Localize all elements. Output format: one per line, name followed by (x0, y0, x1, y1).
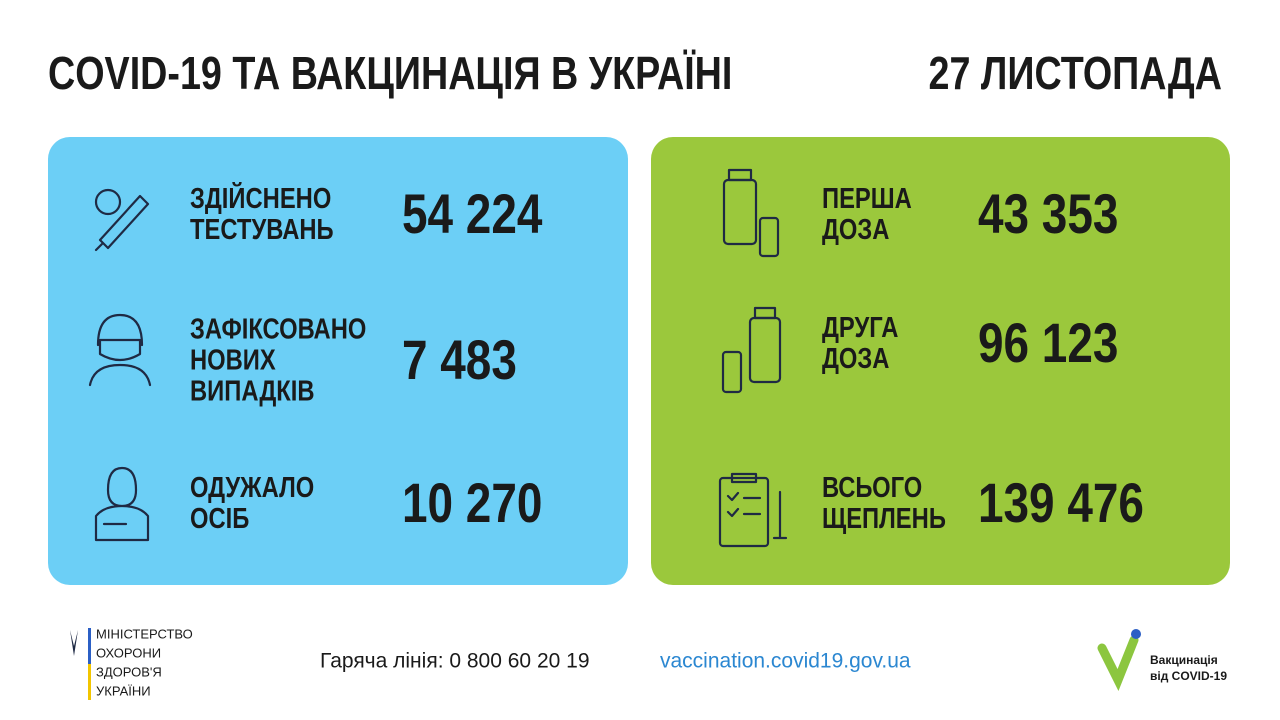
logo-text: від COVID-19 (1150, 669, 1227, 683)
stat-label: ДРУГА (822, 311, 898, 344)
hotline: Гаряча лінія: 0 800 60 20 19 (320, 650, 590, 673)
stat-value: 139 476 (978, 471, 1144, 533)
stat-value: 96 123 (978, 311, 1118, 373)
condensed-text: COVID-19 ТА ВАКЦИНАЦІЯ В УКРАЇНІ 27 ЛИСТО… (48, 48, 1222, 535)
stat-label: ВСЬОГО (822, 471, 922, 504)
stat-label: ВИПАДКІВ (190, 374, 315, 407)
stat-value: 43 353 (978, 182, 1118, 244)
right-panel (651, 137, 1230, 585)
stat-value: 7 483 (402, 328, 517, 390)
stat-label: ЗАФІКСОВАНО (190, 312, 366, 345)
date: 27 ЛИСТОПАДА (928, 48, 1222, 99)
stat-label: ТЕСТУВАНЬ (190, 213, 334, 246)
ministry-name: ОХОРОНИ (96, 645, 161, 660)
ministry-emblem (70, 628, 91, 700)
title: COVID-19 ТА ВАКЦИНАЦІЯ В УКРАЇНІ (48, 48, 732, 99)
left-panel (48, 137, 628, 585)
plain-text: МІНІСТЕРСТВО ОХОРОНИ ЗДОРОВ'Я УКРАЇНИ Гаряча… (96, 626, 1227, 698)
stat-label: НОВИХ (190, 343, 276, 376)
logo-text: Вакцинація (1150, 653, 1218, 667)
stat-label: ПЕРША (822, 182, 912, 215)
website: vaccination.covid19.gov.ua (660, 650, 911, 673)
stat-value: 10 270 (402, 471, 542, 533)
ministry-name: ЗДОРОВ'Я (96, 664, 162, 679)
stat-label: ОСІБ (190, 502, 249, 535)
ministry-name: УКРАЇНИ (96, 683, 151, 698)
vaccination-logo (1097, 629, 1141, 691)
stat-value: 54 224 (402, 182, 543, 244)
stat-label: ДОЗА (822, 342, 889, 375)
stat-label: ЩЕПЛЕНЬ (822, 502, 946, 535)
ministry-name: МІНІСТЕРСТВО (96, 626, 193, 641)
icons (88, 168, 788, 548)
stat-label: ОДУЖАЛО (190, 471, 314, 504)
stat-label: ЗДІЙСНЕНО (190, 182, 331, 215)
stat-label: ДОЗА (822, 213, 889, 246)
